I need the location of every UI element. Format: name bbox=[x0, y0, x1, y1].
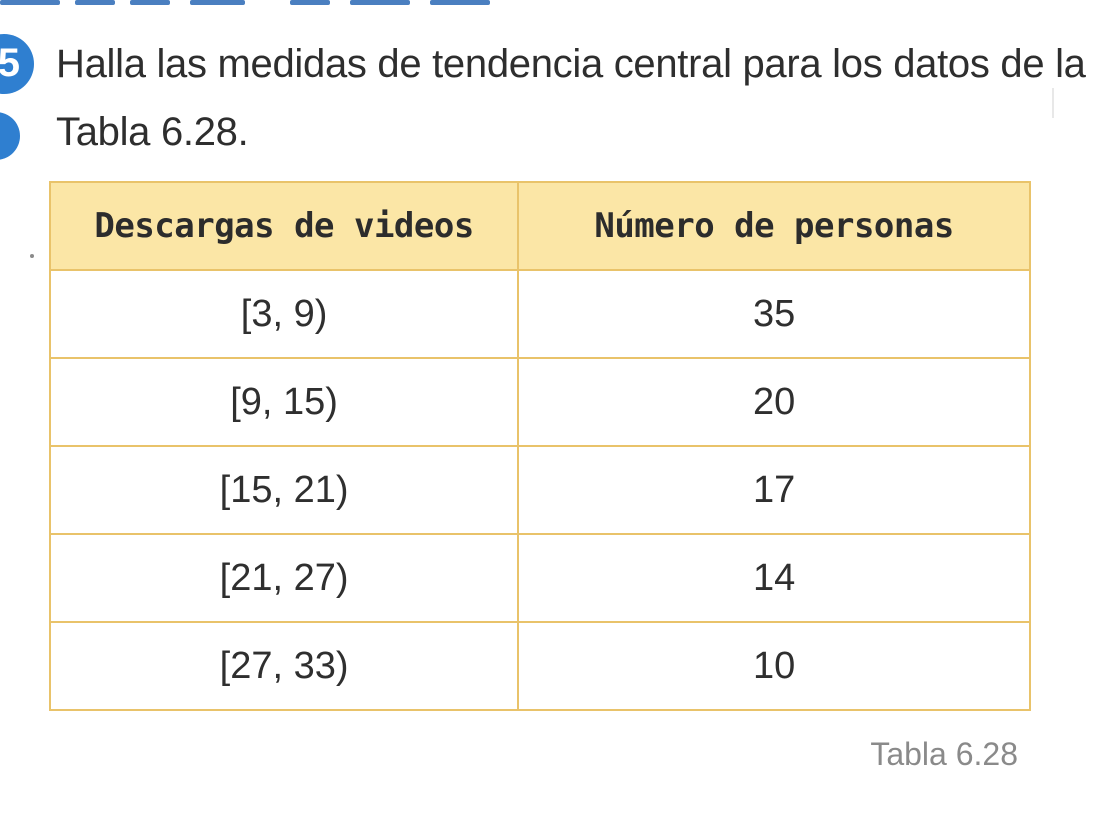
exercise-marker-dot bbox=[0, 112, 20, 160]
interval-cell: [9, 15) bbox=[48, 357, 520, 447]
table-row: [27, 33) 10 bbox=[48, 621, 1031, 711]
faint-margin-mark bbox=[1052, 88, 1054, 118]
exercise-prompt: Halla las medidas de tendencia central p… bbox=[56, 42, 1086, 154]
count-cell: 10 bbox=[517, 621, 1031, 711]
header-people: Número de personas bbox=[517, 181, 1031, 271]
top-decoration bbox=[0, 0, 500, 6]
interval-cell: [15, 21) bbox=[48, 445, 520, 535]
table-row: [21, 27) 14 bbox=[48, 533, 1031, 623]
table-row: [15, 21) 17 bbox=[48, 445, 1031, 535]
table-row: [3, 9) 35 bbox=[48, 269, 1031, 359]
count-cell: 14 bbox=[517, 533, 1031, 623]
interval-cell: [21, 27) bbox=[48, 533, 520, 623]
count-cell: 17 bbox=[517, 445, 1031, 535]
margin-dot bbox=[30, 254, 34, 258]
interval-cell: [3, 9) bbox=[48, 269, 520, 359]
frequency-table: Descargas de videos Número de personas [… bbox=[48, 181, 1031, 711]
count-cell: 35 bbox=[517, 269, 1031, 359]
exercise-number-badge: 5 bbox=[0, 34, 34, 94]
interval-cell: [27, 33) bbox=[48, 621, 520, 711]
table-row: [9, 15) 20 bbox=[48, 357, 1031, 447]
count-cell: 20 bbox=[517, 357, 1031, 447]
table-caption: Tabla 6.28 bbox=[870, 736, 1018, 772]
table-header-row: Descargas de videos Número de personas bbox=[48, 181, 1031, 271]
header-downloads: Descargas de videos bbox=[48, 181, 520, 271]
